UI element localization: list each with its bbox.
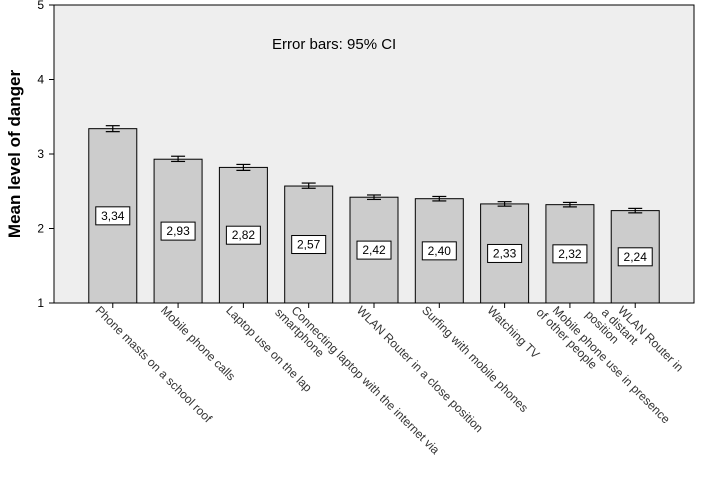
value-label: 2,33 — [493, 246, 517, 260]
x-category-label: WLAN Router in a close position — [354, 303, 486, 435]
value-label-box — [95, 206, 131, 226]
value-label-box — [421, 241, 457, 261]
bars-group: 3,34 2,93 2,82 2,57 2,42 2,40 2,33 2,32 2,24 — [88, 125, 660, 304]
x-category-label: Surfing with mobile phones — [419, 303, 531, 415]
value-label-box — [160, 221, 196, 241]
value-label-box — [617, 247, 653, 267]
value-label-box — [552, 244, 588, 264]
value-label: 2,82 — [232, 228, 256, 242]
value-label-box — [487, 243, 523, 263]
x-category-label: Watching TV — [484, 303, 542, 361]
value-label: 2,40 — [428, 244, 452, 258]
value-label: 2,57 — [297, 238, 321, 252]
x-category-label: Phone masts on a school roof — [93, 303, 216, 426]
error-bars-annotation: Error bars: 95% CI — [272, 36, 396, 53]
value-label-box — [225, 225, 261, 245]
value-label: 2,24 — [624, 250, 648, 264]
y-tick-label: 2 — [37, 222, 44, 236]
y-tick-label: 1 — [37, 296, 44, 310]
y-tick-label: 3 — [37, 147, 44, 161]
value-label: 2,42 — [362, 243, 386, 257]
y-tick-label: 5 — [37, 0, 44, 12]
value-label: 3,34 — [101, 209, 125, 223]
value-label: 2,93 — [166, 224, 190, 238]
y-axis-label: Mean level of danger — [5, 70, 24, 239]
value-label-box — [356, 240, 392, 260]
value-label-box — [291, 235, 327, 255]
y-tick-label: 4 — [37, 73, 44, 87]
value-label: 2,32 — [558, 247, 582, 261]
y-axis: 1 2 3 4 5 — [37, 0, 54, 310]
